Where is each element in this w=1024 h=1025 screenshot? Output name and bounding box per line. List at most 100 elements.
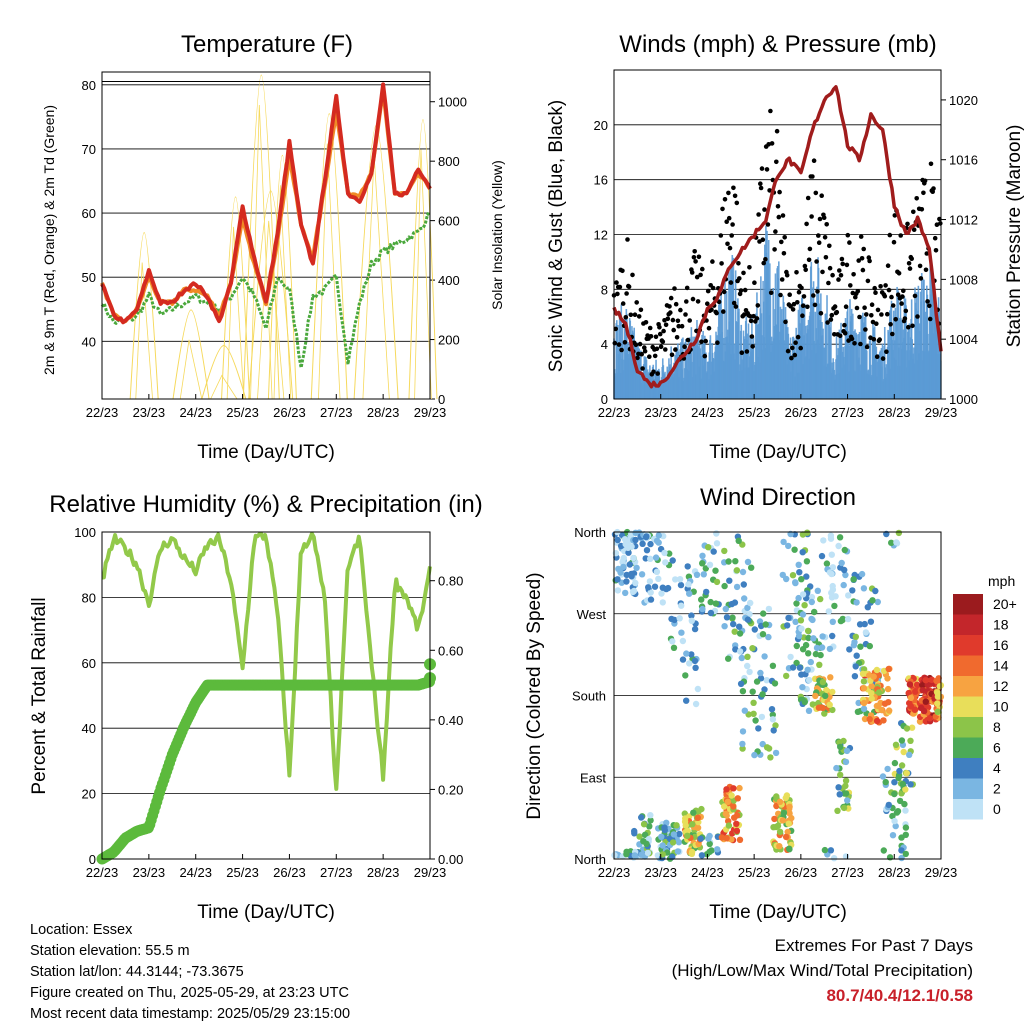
gust-point [742, 287, 748, 293]
humidity-ytick-label: 80 [82, 590, 96, 605]
gust-point [811, 293, 816, 298]
gust-point [706, 325, 712, 331]
direction-point [902, 786, 909, 793]
direction-point [845, 592, 852, 599]
direction-ytick-label: South [572, 689, 606, 704]
direction-point [842, 758, 850, 766]
gust-point [893, 317, 898, 322]
direction-point [829, 618, 836, 625]
gust-point [799, 285, 804, 291]
direction-point [731, 628, 738, 635]
direction-point [844, 615, 852, 623]
direction-point [721, 623, 728, 630]
solar-peak-inner [135, 262, 153, 400]
gust-point [678, 307, 683, 313]
direction-point [698, 852, 706, 859]
direction-point [750, 710, 757, 717]
direction-ytick-label: North [574, 852, 606, 867]
direction-point [747, 599, 754, 607]
direction-point [632, 536, 639, 544]
temp-xtick-label: 26/23 [273, 405, 306, 420]
gust-point [648, 334, 654, 339]
gust-point [892, 213, 898, 218]
direction-point [736, 784, 743, 792]
direction-point [805, 634, 812, 642]
legend-label: 0 [993, 801, 1001, 817]
gust-point [783, 319, 788, 325]
direction-point [896, 797, 904, 805]
direction-point [686, 590, 693, 597]
elevation-text: Station elevation: 55.5 m [30, 943, 190, 959]
gust-point [670, 317, 676, 323]
precip-series [96, 658, 436, 865]
gust-point [804, 221, 809, 227]
direction-point [874, 702, 882, 710]
direction-ytick-label: West [577, 607, 607, 622]
gust-point [613, 326, 618, 332]
temp-ytick-right-label: 800 [438, 154, 460, 169]
direction-point [722, 605, 729, 613]
direction-point [805, 707, 813, 714]
direction-xtick-label: 25/23 [738, 865, 771, 880]
pressure-line [612, 85, 943, 389]
gust-point [778, 292, 783, 298]
pressure-ytick-label: 1016 [949, 153, 978, 168]
winds-ylabel: Sonic Wind & Gust (Blue, Black) [546, 100, 567, 372]
direction-point [843, 747, 851, 755]
direction-point [898, 834, 905, 841]
direction-point [746, 668, 753, 676]
legend-swatch [953, 696, 983, 717]
wind-xtick-label: 23/23 [644, 405, 677, 420]
direction-point [672, 576, 679, 583]
created-text: Figure created on Thu, 2025-05-29, at 23… [30, 985, 349, 1001]
gust-point [923, 267, 929, 273]
gust-point [911, 209, 916, 215]
direction-point [799, 684, 806, 691]
gust-point [749, 334, 755, 339]
gust-point [675, 318, 681, 324]
direction-point [630, 587, 638, 595]
direction-point [842, 790, 850, 797]
gust-point [827, 243, 832, 249]
gust-point [806, 257, 812, 263]
gust-point [803, 267, 808, 273]
direction-point [707, 609, 715, 617]
direction-point [861, 620, 868, 628]
direction-point [829, 632, 836, 640]
gust-point [764, 167, 770, 172]
direction-point [772, 722, 779, 729]
direction-point [671, 616, 678, 624]
wind-plot-frame [613, 69, 942, 400]
direction-point [908, 724, 916, 731]
direction-point [860, 705, 868, 712]
direction-point [852, 633, 859, 640]
gust-point [863, 327, 868, 332]
gust-point [805, 304, 810, 310]
direction-point [829, 706, 836, 714]
direction-point [653, 568, 661, 575]
direction-point [926, 715, 933, 722]
solar-peak [408, 119, 438, 400]
direction-point [868, 683, 875, 690]
gust-point [620, 268, 625, 274]
gust-point [885, 311, 890, 317]
legend-swatch [953, 737, 983, 758]
direction-point [919, 687, 926, 694]
recent-data-text: Most recent data timestamp: 2025/05/29 2… [30, 1006, 351, 1022]
direction-point [805, 650, 812, 657]
direction-point [918, 704, 925, 712]
direction-point [820, 537, 827, 544]
gust-point [726, 215, 732, 221]
direction-point [852, 663, 859, 670]
direction-point [840, 581, 847, 589]
direction-point [699, 560, 706, 567]
direction-point [631, 827, 638, 835]
temp-ytick-label: 80 [82, 78, 96, 93]
direction-point [891, 790, 898, 798]
direction-point [806, 676, 813, 684]
gust-point [732, 193, 738, 199]
direction-point [744, 604, 751, 611]
direction-point [638, 814, 645, 821]
gust-point [765, 222, 771, 227]
direction-point [892, 822, 899, 830]
